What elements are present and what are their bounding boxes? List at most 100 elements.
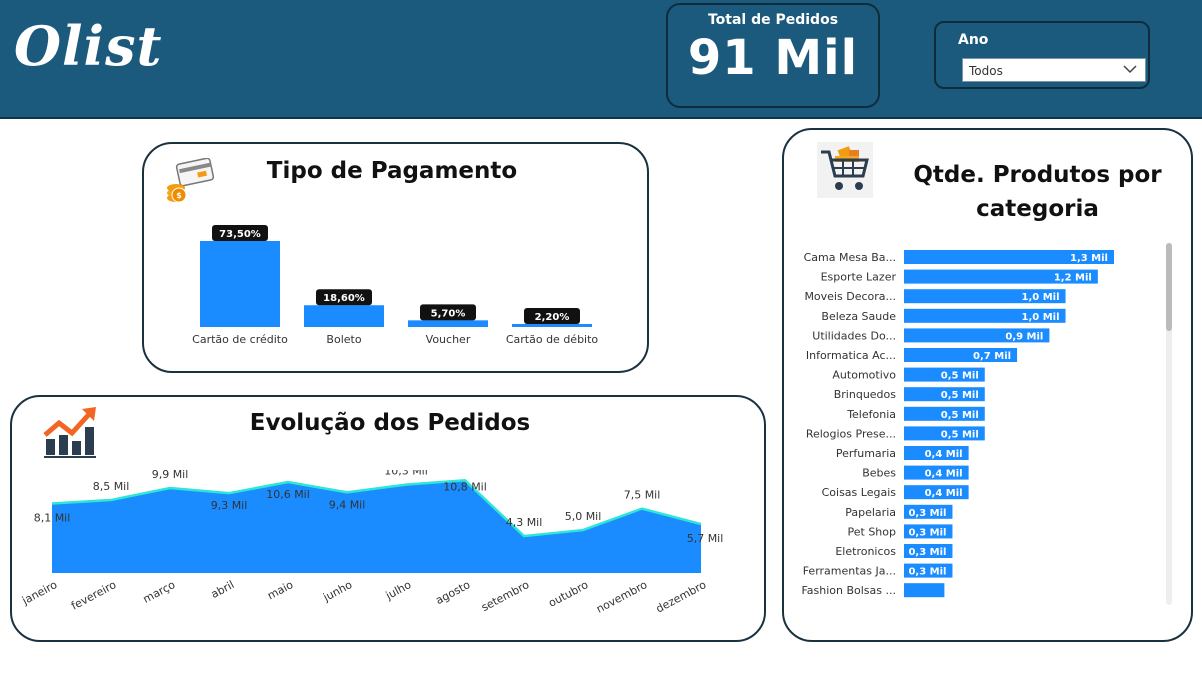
- category-value-label: 0,5 Mil: [941, 410, 979, 421]
- olist-logo: Olist: [14, 14, 163, 78]
- payment-category-label: Cartão de crédito: [192, 333, 288, 346]
- orders-value-label: 9,3 Mil: [211, 499, 248, 512]
- year-slicer: Ano Todos: [934, 21, 1150, 89]
- scrollbar-thumb[interactable]: [1166, 243, 1172, 331]
- category-bar: [904, 426, 985, 441]
- category-value-label: 1,0 Mil: [1022, 292, 1060, 303]
- category-label: Relogios Prese...: [806, 427, 896, 440]
- category-bar: [904, 544, 953, 558]
- category-label: Moveis Decora...: [804, 290, 896, 303]
- category-label: Perfumaria: [836, 447, 896, 460]
- category-bar: [904, 387, 985, 402]
- year-slicer-label: Ano: [958, 32, 989, 48]
- category-bar: [904, 465, 969, 480]
- products-scrollbar[interactable]: [1166, 243, 1172, 605]
- category-label: Papelaria: [845, 506, 896, 519]
- total-orders-card: Total de Pedidos 91 Mil: [666, 3, 880, 108]
- payment-bar: [304, 305, 384, 327]
- orders-value-label: 8,5 Mil: [93, 480, 130, 493]
- category-bar: [904, 348, 1018, 362]
- payment-bar: [512, 324, 592, 327]
- orders-value-label: 8,1 Mil: [34, 511, 71, 524]
- svg-text:$: $: [176, 191, 182, 200]
- category-bar: [904, 289, 1066, 304]
- category-label: Pet Shop: [848, 525, 897, 538]
- products-title-line1: Qtde. Produtos por: [913, 162, 1162, 188]
- category-bar: [904, 367, 985, 382]
- orders-value-label: 10,6 Mil: [266, 488, 310, 501]
- orders-line: [51, 479, 702, 538]
- category-bar: [904, 250, 1114, 264]
- category-label: Esporte Lazer: [821, 271, 897, 284]
- category-value-label: 0,9 Mil: [1005, 331, 1043, 342]
- orders-value-label: 7,5 Mil: [624, 489, 661, 502]
- shopping-cart-icon: [817, 142, 873, 198]
- category-label: Bebes: [862, 467, 896, 480]
- orders-month-label: janeiro: [20, 578, 60, 608]
- category-value-label: 0,3 Mil: [908, 567, 946, 578]
- category-value-label: 0,3 Mil: [908, 508, 946, 519]
- category-value-label: 0,3 Mil: [908, 527, 946, 538]
- category-bar: [904, 406, 985, 421]
- payment-value-label-bg: [316, 289, 372, 306]
- payment-type-chart: 73,50% Cartão de crédito 18,60% Boleto 5,70%…: [192, 225, 599, 346]
- payment-bar: [200, 241, 280, 327]
- orders-month-label: julho: [383, 578, 414, 603]
- orders-value-label: 5,0 Mil: [565, 510, 602, 523]
- category-bar: [904, 446, 969, 460]
- year-dropdown-value: Todos: [969, 64, 1003, 78]
- category-label: Utilidades Do...: [812, 329, 896, 342]
- category-label: Automotivo: [832, 369, 896, 382]
- products-by-category-card: [782, 128, 1193, 642]
- category-bar: [904, 583, 945, 598]
- orders-month-label: novembro: [594, 578, 650, 616]
- orders-month-label: fevereiro: [69, 578, 119, 613]
- category-bar: [904, 269, 1098, 284]
- category-value-label: 0,5 Mil: [941, 429, 979, 440]
- payment-value-label-bg: [420, 304, 476, 321]
- orders-month-label: junho: [320, 578, 354, 604]
- category-bar: [904, 504, 953, 519]
- category-value-label: 0,4 Mil: [925, 488, 963, 499]
- orders-value-label: 4,3 Mil: [506, 516, 543, 529]
- category-value-label: 0,5 Mil: [941, 371, 979, 382]
- category-value-label: 0,4 Mil: [925, 449, 963, 460]
- category-label: Eletronicos: [835, 545, 896, 558]
- orders-value-label: 10,8 Mil: [443, 480, 487, 493]
- category-label: Beleza Saude: [821, 310, 896, 323]
- orders-value-label: 5,7 Mil: [687, 532, 724, 545]
- category-value-label: 0,5 Mil: [941, 390, 979, 401]
- orders-value-label: 10,3 Mil: [384, 470, 428, 478]
- category-bar: [904, 485, 969, 500]
- category-label: Coisas Legais: [822, 486, 897, 499]
- category-value-label: 0,7 Mil: [973, 351, 1011, 362]
- category-label: Informatica Ac...: [806, 349, 896, 362]
- products-by-category-title: Qtde. Produtos por categoria: [880, 158, 1195, 226]
- payment-value-label-bg: [212, 225, 268, 241]
- total-orders-label: Total de Pedidos: [707, 12, 839, 28]
- payment-bar: [408, 320, 488, 327]
- header-bar: Olist Total de Pedidos 91 Mil Ano Todos: [0, 0, 1202, 119]
- category-bar: [904, 524, 953, 539]
- payment-value-label: 73,50%: [219, 229, 261, 240]
- category-value-label: 0,4 Mil: [925, 469, 963, 480]
- chevron-down-icon: [1123, 65, 1137, 74]
- payment-value-label: 18,60%: [323, 293, 365, 304]
- products-title-line2: categoria: [976, 196, 1099, 222]
- category-label: Cama Mesa Ba...: [804, 251, 896, 264]
- orders-value-label: 9,4 Mil: [329, 498, 366, 511]
- payment-value-label: 2,20%: [535, 312, 570, 323]
- payment-category-label: Cartão de débito: [506, 333, 599, 346]
- orders-month-label: outubro: [546, 578, 590, 610]
- orders-month-label: dezembro: [654, 578, 709, 615]
- orders-month-label: março: [141, 578, 178, 606]
- year-dropdown[interactable]: Todos: [962, 58, 1146, 82]
- category-value-label: 1,2 Mil: [1054, 273, 1092, 284]
- total-orders-value: 91 Mil: [687, 30, 859, 86]
- credit-card-coins-icon: $: [167, 158, 215, 203]
- payment-category-label: Voucher: [426, 333, 471, 346]
- category-bar: [904, 563, 953, 578]
- category-bar: [904, 328, 1050, 343]
- orders-area: [52, 480, 701, 573]
- orders-month-label: maio: [265, 578, 295, 602]
